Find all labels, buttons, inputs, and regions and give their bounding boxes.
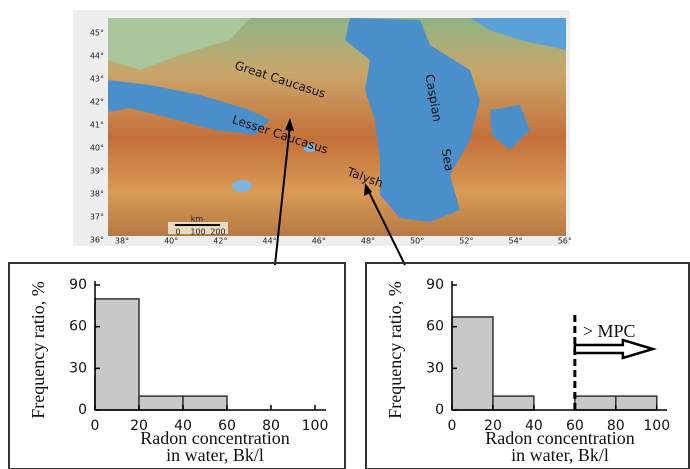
lon-label: 46° <box>312 237 326 246</box>
scale-tick: 100 <box>190 228 205 237</box>
y-tick-label: 30 <box>426 360 444 376</box>
bar <box>493 396 534 410</box>
scale-unit: km <box>191 215 204 224</box>
lat-label: 40° <box>90 144 104 153</box>
lat-label: 38° <box>90 190 104 199</box>
x-tick-label: 0 <box>91 418 100 434</box>
lat-label: 43° <box>90 75 104 84</box>
y-tick-label: 60 <box>69 319 87 335</box>
x-tick-label: 100 <box>302 418 329 434</box>
scale-tick: 200 <box>210 228 225 237</box>
x-axis-label: in water, Bk/l <box>166 445 264 465</box>
lon-label: 54° <box>509 237 523 246</box>
bar <box>95 299 139 410</box>
lat-label: 45° <box>90 29 104 38</box>
annotation: > MPC <box>583 321 636 341</box>
lon-label: 38° <box>115 237 129 246</box>
bar <box>616 396 657 410</box>
bar <box>139 396 183 410</box>
x-tick-label: 0 <box>448 418 457 434</box>
x-axis-label: in water, Bk/l <box>511 445 609 465</box>
lon-label: 50° <box>410 237 424 246</box>
figure: km 0 100 200 Great Caucasus Lesser Cauca… <box>0 0 690 469</box>
lon-label: 42° <box>213 237 227 246</box>
lon-label: 48° <box>361 237 375 246</box>
lon-label: 56° <box>558 237 572 246</box>
lake-van <box>232 180 252 192</box>
lon-label: 52° <box>459 237 473 246</box>
x-tick-label: 100 <box>643 418 670 434</box>
lat-label: 41° <box>90 121 104 130</box>
lat-label: 39° <box>90 167 104 176</box>
lat-label: 36° <box>90 236 104 245</box>
lon-label: 44° <box>263 237 277 246</box>
threshold-arrow <box>575 340 653 358</box>
map: km 0 100 200 Great Caucasus Lesser Cauca… <box>73 10 572 246</box>
y-tick-label: 30 <box>69 360 87 376</box>
lat-label: 42° <box>90 98 104 107</box>
y-tick-label: 0 <box>78 402 87 418</box>
lat-label: 37° <box>90 213 104 222</box>
y-tick-label: 90 <box>426 277 444 293</box>
y-tick-label: 90 <box>69 277 87 293</box>
bar <box>452 317 493 410</box>
y-axis-label: Frequency ratio, % <box>385 281 405 418</box>
lat-label: 44° <box>90 52 104 61</box>
y-tick-label: 60 <box>426 319 444 335</box>
bar <box>575 396 616 410</box>
bar <box>183 396 227 410</box>
y-tick-label: 0 <box>435 402 444 418</box>
y-axis-label: Frequency ratio, % <box>28 281 48 418</box>
lon-label: 40° <box>164 237 178 246</box>
scale-tick: 0 <box>175 228 180 237</box>
